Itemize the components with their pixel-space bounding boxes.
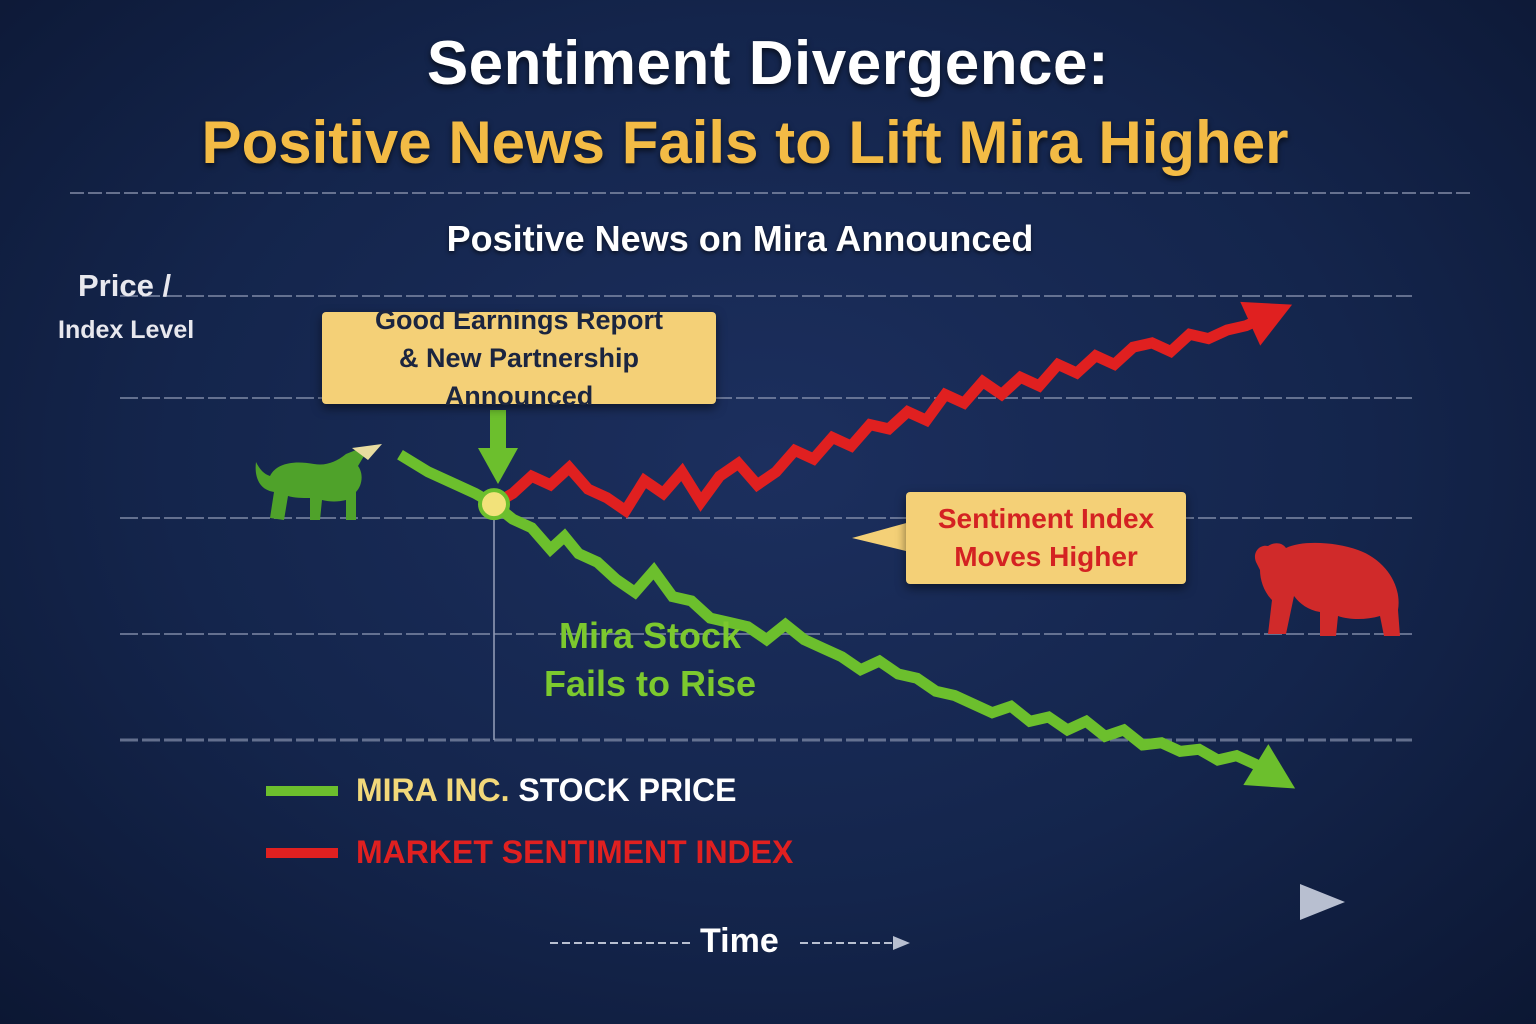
sentiment-callout: Sentiment Index Moves Higher: [906, 492, 1186, 584]
sentiment-callout-line1: Sentiment Index: [937, 503, 1155, 534]
bear-icon: [1254, 542, 1400, 636]
x-label-arrowhead: [893, 936, 910, 950]
legend-label-sentiment: MARKET SENTIMENT INDEX: [356, 834, 794, 870]
stock-price-arrowhead: [1243, 744, 1296, 789]
legend-label-stock-part2: STOCK PRICE: [518, 772, 737, 808]
chart-title-line1: Sentiment Divergence:: [426, 29, 1110, 98]
earnings-callout-line2: & New Partnership Announced: [398, 343, 640, 411]
bull-icon: [255, 444, 382, 520]
event-marker: [478, 488, 510, 521]
sentiment-callout-line2: Moves Higher: [954, 541, 1138, 572]
earnings-callout-line1: Good Earnings Report: [374, 305, 663, 335]
y-axis-label-line2: Index Level: [58, 316, 195, 344]
sentiment-index-line: [491, 312, 1268, 519]
stock-price-line: [397, 450, 1273, 778]
legend-swatch-stock: [266, 785, 338, 796]
legend-item-sentiment: MARKET SENTIMENT INDEX: [266, 834, 793, 871]
news-header: Positive News on Mira Announced: [446, 218, 1034, 259]
stock-annotation-line1: Mira Stock: [558, 615, 742, 656]
series-layer: [397, 301, 1296, 789]
stock-annotation: Mira Stock Fails to Rise: [530, 612, 770, 708]
legend-swatch-sentiment: [266, 847, 338, 858]
legend-item-stock: MIRA INC. STOCK PRICE: [266, 772, 736, 809]
sentiment-index-arrowhead: [1240, 301, 1293, 346]
x-axis-arrowhead: [1300, 884, 1345, 920]
x-axis-label: Time: [700, 922, 779, 960]
sentiment-callout-tail: [852, 522, 910, 552]
earnings-callout: Good Earnings Report & New Partnership A…: [322, 305, 716, 411]
chart-title-line2: Positive News Fails to Lift Mira Higher: [201, 109, 1289, 176]
y-axis-label-line1: Price /: [78, 268, 172, 303]
stock-annotation-line2: Fails to Rise: [543, 663, 757, 704]
earnings-down-arrow: [478, 410, 518, 484]
legend-label-stock-part1: MIRA INC.: [356, 772, 510, 808]
